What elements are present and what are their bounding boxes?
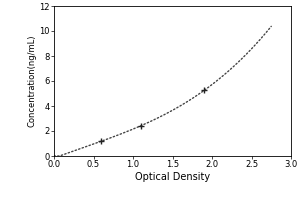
Y-axis label: Concentration(ng/mL): Concentration(ng/mL) bbox=[28, 35, 37, 127]
X-axis label: Optical Density: Optical Density bbox=[135, 172, 210, 182]
